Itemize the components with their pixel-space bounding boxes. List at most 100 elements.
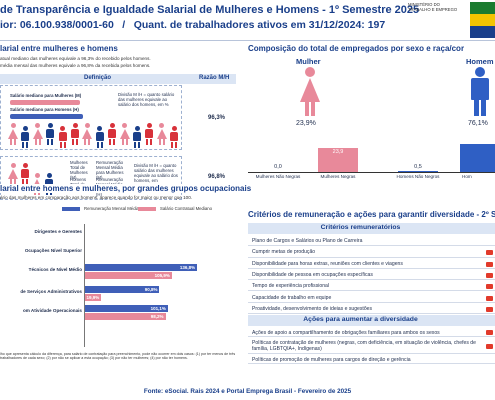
occupational-title: larial entre homens e mulheres, por gran… [0,184,252,193]
occupation-bar-value: 136,8% [179,265,196,270]
avg-women-total-label: Mulheres Total de Mulheres (M) [70,160,88,181]
woman-icon [156,123,167,145]
status-icon [486,261,493,267]
salario-bar [85,272,172,279]
female-icon [298,67,322,117]
male-label: Homem [466,57,494,66]
criteria-item-text: Políticas de promoção de mulheres para c… [252,357,411,364]
median-ratio-description: Divisão M /H = quanto salário das mulher… [118,92,175,108]
status-icon [486,272,493,278]
composition-bar-value: 23,9 [332,149,344,156]
workers-count-text: Quant. de trabalhadores ativos em 31/12/… [133,19,386,31]
salario-bar [85,294,102,301]
criteria-row [248,235,495,247]
composition-bar-value: 0,0 [274,164,282,170]
report-subtitle: ior: 06.100.938/0001-60 / Quant. de trab… [0,19,385,31]
composition-bar [318,148,358,172]
criteria-section-diversidade-label: Ações para aumentar a diversidade [303,316,418,324]
composition-category-label: Hom [462,174,472,179]
cnpj-text: ior: 06.100.938/0001-60 [0,19,114,31]
criteria-section-remuneratorios [248,223,495,234]
female-label: Mulher [296,57,321,66]
remuneracao-bar [85,305,168,312]
criteria-title: Critérios de remuneração e ações para ga… [248,210,495,219]
man-icon [144,123,154,145]
criteria-row [248,354,495,365]
woman-icon [119,123,130,145]
composition-category-label: Mulheres Negras [320,174,356,179]
criteria-item-text: Disponibilidade para horas extras, reuni… [252,260,403,267]
criteria-item-text: Tempo de experiência profissional [252,283,330,290]
salario-bar [85,313,166,320]
criteria-row [248,327,495,338]
composition-bar [460,144,495,172]
legend-salario: Salário Contratual Mediano [160,206,213,211]
col-definicao: Definição [84,75,112,81]
man-icon [107,123,117,145]
composition-bar [398,171,438,172]
status-icon [486,250,493,256]
occupation-bar-value: 101,1% [150,306,166,311]
status-icon [486,344,493,350]
status-icon [486,295,493,301]
criteria-item-text: Disponibilidade de pessoa em ocupações e… [252,271,373,278]
salary-note-1: atual mediano das mulheres equivale a 96… [0,56,151,61]
criteria-row [248,292,495,303]
occupational-axis [84,224,85,347]
occupational-footnote: lho que apresenta cálculo da diferença, … [0,352,236,361]
remuneracao-bar [85,264,198,271]
col-razao: Razão M/H [199,75,230,81]
man-icon [58,126,68,148]
occupation-label: de Serviços Administrativos [20,289,82,294]
salary-table-header [0,74,236,84]
occupation-label: Ocupações Nível Superior [24,248,82,253]
criteria-row [248,303,495,315]
avg-women-remun-label: Remuneração Mensal Média para Mulheres (… [96,160,124,181]
woman-icon [32,123,43,145]
composition-axis [248,172,495,173]
occupation-bar-value: 90,8% [144,287,158,292]
legend-swatch-salario [138,207,156,211]
ministry-logo-text: MINISTÉRIO DO TRABALHO E EMPREGO [408,2,458,12]
salary-row-average [0,156,182,200]
occupation-bar-value: 105,9% [154,273,170,278]
legend-swatch-remuneracao [62,207,80,211]
man-icon [132,126,142,148]
legend-remuneracao: Remuneração Mensal Média [84,206,139,211]
occupation-bar-value: 98,2% [150,314,164,319]
header-divider [0,40,495,41]
composition-category-label: Mulheres Não Negras [255,174,301,179]
status-icon [486,306,493,312]
woman-icon [8,163,18,185]
status-icon [486,284,493,290]
remuneracao-bar [85,286,160,293]
criteria-row [248,280,495,292]
median-women-pill [10,100,80,105]
criteria-row [248,269,495,281]
salary-note-2: média mensal das mulheres equivale a 96,… [0,63,151,68]
criteria-row [248,246,495,258]
criteria-item-text: Proatividade, desenvolvimento de ideias … [252,305,373,312]
median-women-label: Salário mediano para Mulheres (M) [10,93,82,98]
salary-section-title: larial entre mulheres e homens [0,44,118,53]
composition-title: Composição do total de empregados por se… [248,44,465,53]
man-icon [169,126,179,148]
report-title: de Transparência e Igualdade Salarial de… [0,4,420,16]
occupation-label: Técnicos de Nível Médio [28,267,82,272]
criteria-section-remuneratorios-label: Critérios remuneratórios [320,224,401,231]
source-footer: Fonte: eSocial. Rais 2024 e Portal Empre… [143,388,352,395]
male-icon [468,67,492,117]
man-icon [20,126,30,148]
man-icon [20,163,30,185]
subtitle-separator: / [122,19,126,31]
ministry-logo [470,2,495,38]
man-icon [45,123,55,145]
criteria-item-text: Cumprir metas de produção [252,249,316,256]
median-men-label: Salário mediano para Homens (H) [10,107,79,112]
composition-category-label: Homens Não Negros [396,174,440,179]
median-ratio-value: 96,3% [208,115,226,121]
occupational-subtitle: ário das mulheres em comparação aos home… [0,195,193,200]
report-header: de Transparência e Igualdade Salarial de… [0,0,495,42]
composition-bar-value: 0,5 [414,164,422,170]
man-icon [70,123,80,145]
